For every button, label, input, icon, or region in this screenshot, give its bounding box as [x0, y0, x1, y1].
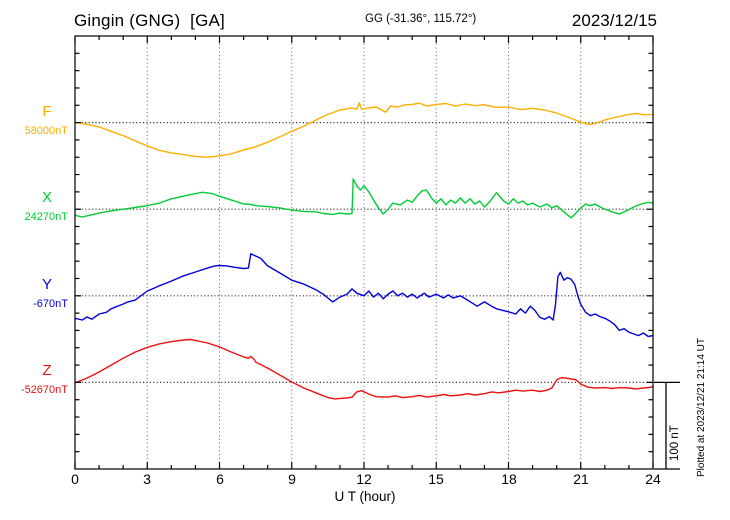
- series-baseline-value-Y: -670nT: [33, 298, 68, 310]
- curve-X: [74, 178, 654, 219]
- x-axis-tick-label-6: 6: [216, 471, 224, 487]
- curve-F: [74, 101, 654, 158]
- x-axis-tick-label-3: 3: [143, 471, 151, 487]
- x-axis-tick-label-9: 9: [288, 471, 296, 487]
- scale-bar-label: 100 nT: [669, 425, 681, 461]
- series-letter-X: X: [41, 189, 52, 206]
- chart-date: 2023/12/15: [571, 11, 657, 30]
- x-axis-tick-label-18: 18: [501, 471, 517, 487]
- series-baseline-value-F: 58000nT: [24, 125, 68, 137]
- series-baseline-value-X: 24270nT: [24, 211, 68, 223]
- plotted-at-annotation: Plotted at 2023/12/21 21:14 UT: [696, 338, 707, 477]
- series-letter-Z: Z: [42, 362, 52, 379]
- curve-Y: [74, 253, 654, 338]
- station-title: Gingin (GNG) [GA]: [74, 11, 225, 30]
- x-axis-tick-label-12: 12: [356, 471, 372, 487]
- x-axis-tick-label-21: 21: [573, 471, 589, 487]
- x-axis-tick-label-15: 15: [428, 471, 444, 487]
- station-coordinates: GG (-31.36°, 115.72°): [365, 13, 477, 25]
- series-letter-Y: Y: [41, 276, 52, 293]
- series-baseline-value-Z: -52670nT: [20, 384, 68, 396]
- curve-Z: [74, 338, 654, 400]
- x-axis-tick-label-24: 24: [645, 471, 661, 487]
- x-axis-title: U T (hour): [334, 489, 396, 504]
- x-axis-tick-label-0: 0: [71, 471, 79, 487]
- series-letter-F: F: [42, 103, 52, 120]
